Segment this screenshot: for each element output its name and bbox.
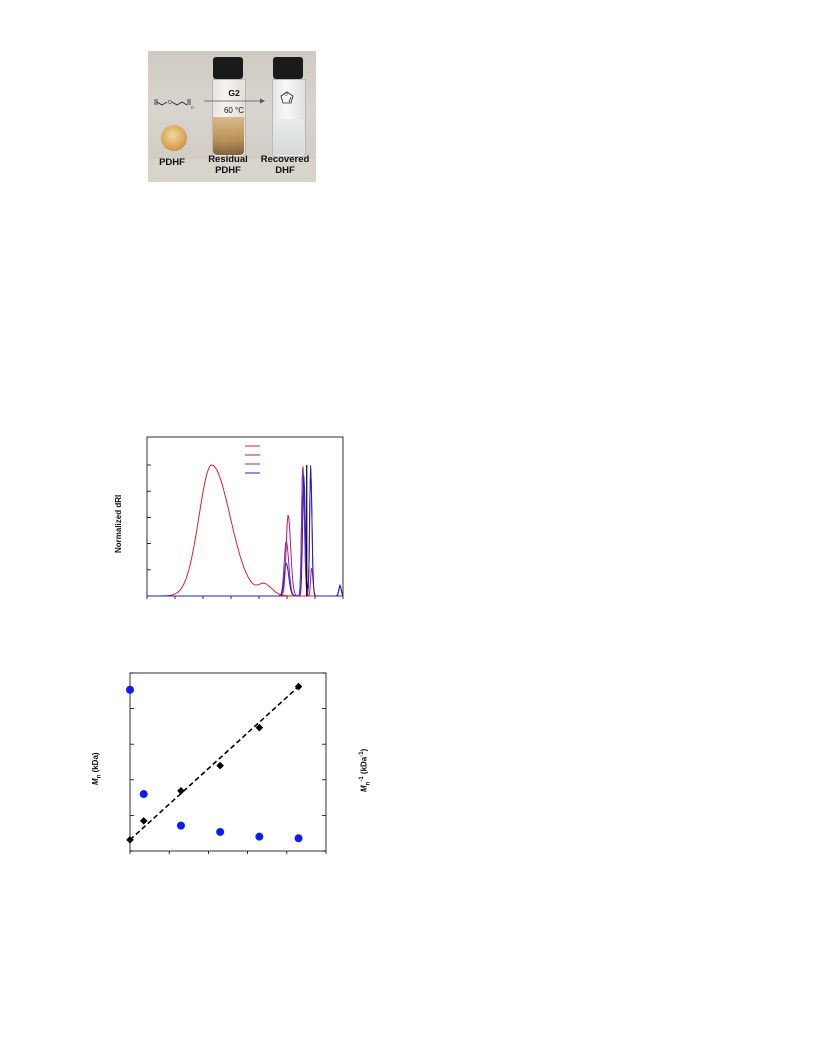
vial-cap bbox=[213, 57, 243, 79]
chart2-ylabel-right: Mn-1 (kDa-1) bbox=[359, 749, 371, 792]
gpc-chart bbox=[146, 436, 344, 599]
data-point-diamond bbox=[139, 817, 148, 825]
label-recovered-line2: DHF bbox=[275, 165, 295, 176]
vial-residual bbox=[211, 57, 246, 157]
ylabel-right-main: M bbox=[359, 785, 369, 792]
series-trace bbox=[147, 465, 344, 597]
ylabel-left-main: M bbox=[91, 778, 100, 785]
arrow-head bbox=[260, 98, 265, 104]
data-point-circle bbox=[255, 832, 264, 841]
svg-text:O: O bbox=[168, 100, 172, 106]
data-point-diamond bbox=[255, 723, 264, 732]
series-trace bbox=[147, 464, 344, 597]
dhf-oxygen: O bbox=[285, 92, 289, 97]
data-point-circle bbox=[216, 827, 225, 836]
polymer-subscript: n bbox=[191, 105, 194, 110]
bench-surface bbox=[148, 159, 316, 182]
temperature-label: 60 °C bbox=[224, 106, 244, 115]
data-point-circle bbox=[139, 790, 148, 799]
liquid-fill bbox=[273, 119, 304, 155]
data-point-diamond bbox=[177, 787, 185, 795]
vial-recovered bbox=[271, 57, 306, 157]
trendline bbox=[129, 685, 300, 841]
label-pdhf: PDHF bbox=[159, 157, 185, 168]
data-point-circle bbox=[294, 834, 303, 843]
catalyst-label: G2 bbox=[228, 88, 240, 98]
ylabel-left-sub: n bbox=[96, 774, 103, 779]
dhf-structure bbox=[280, 91, 294, 104]
label-residual-line2: PDHF bbox=[215, 165, 241, 176]
plot-frame bbox=[146, 436, 344, 597]
label-recovered-line1: Recovered bbox=[260, 154, 310, 165]
label-residual-line1: Residual bbox=[208, 154, 248, 165]
ylabel-right-end: ) bbox=[359, 748, 369, 752]
reaction-photo: O n G2 60 °C O PDHF Residual PDHF Recove… bbox=[148, 51, 316, 182]
label-recovered: Recovered DHF bbox=[256, 154, 314, 176]
chart2-ylabel-left: Mn (kDa) bbox=[91, 752, 103, 785]
data-point-diamond bbox=[216, 761, 224, 770]
data-point-diamond bbox=[126, 836, 134, 844]
ylabel-left-rest: (kDa) bbox=[91, 752, 100, 775]
ylabel-right-sup2: -1 bbox=[359, 751, 365, 757]
pdhf-solid bbox=[161, 125, 187, 151]
chart1-ylabel: Normalized dRI bbox=[114, 494, 123, 553]
data-point-circle bbox=[176, 821, 185, 830]
reaction-scheme: O n G2 60 °C O bbox=[154, 88, 294, 115]
ylabel-right-rest: (kDa bbox=[359, 756, 369, 777]
polymer-structure: O bbox=[154, 99, 191, 106]
plot-frame bbox=[129, 672, 327, 852]
mn-chart bbox=[126, 672, 327, 854]
ylabel-right-sup: -1 bbox=[359, 776, 365, 782]
ylabel-right-sub: n bbox=[365, 781, 372, 786]
data-point-diamond bbox=[294, 682, 303, 691]
label-residual: Residual PDHF bbox=[204, 154, 252, 176]
vial-cap bbox=[273, 57, 303, 79]
data-point-circle bbox=[126, 685, 134, 694]
residue-fill bbox=[213, 117, 244, 155]
